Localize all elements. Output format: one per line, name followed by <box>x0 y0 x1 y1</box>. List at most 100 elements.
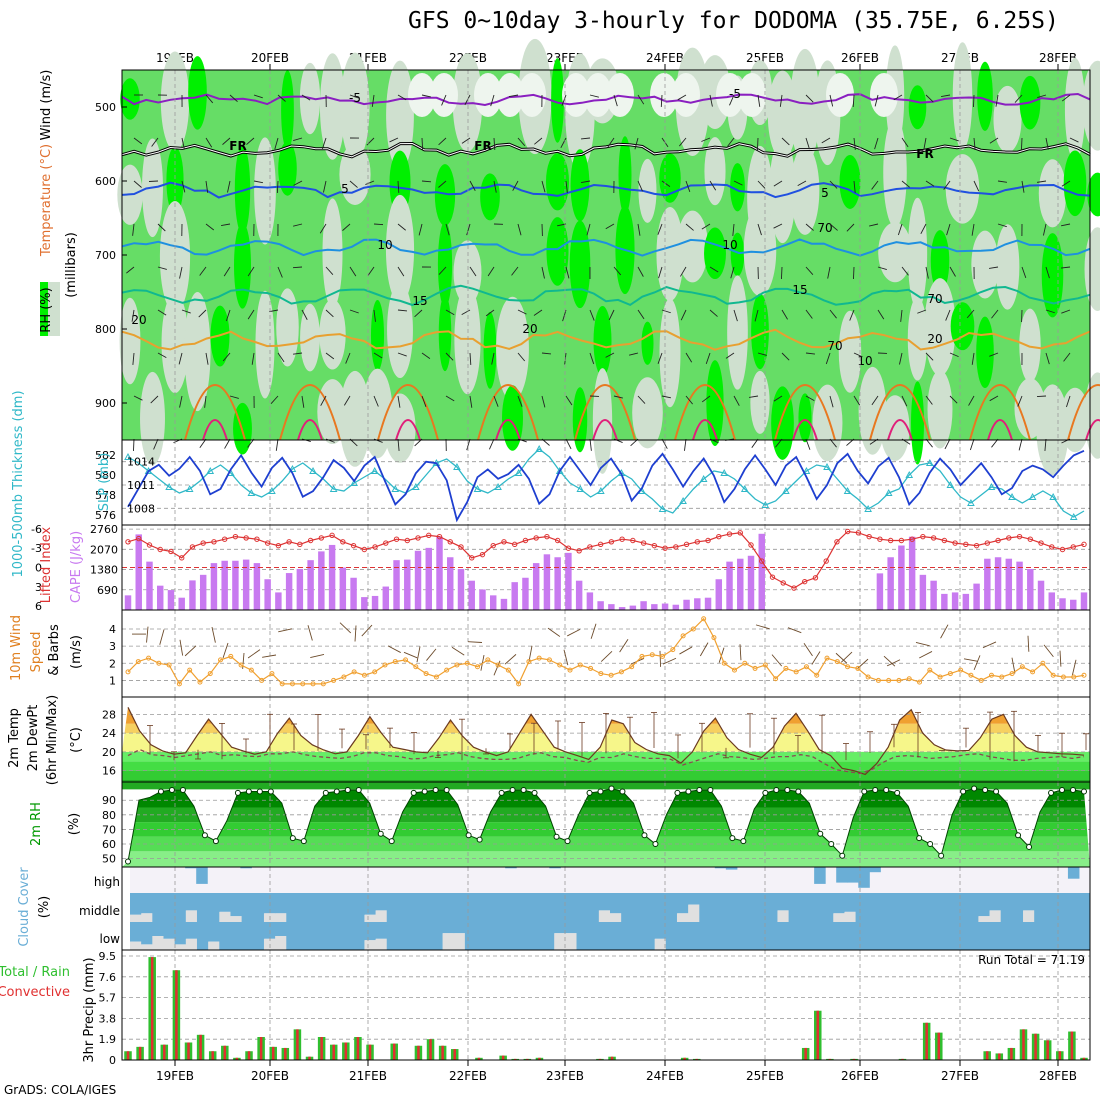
wind-barb <box>367 266 375 277</box>
wind-barb <box>1042 223 1047 236</box>
cape-bar <box>608 604 615 610</box>
date-label-bottom: 21FEB <box>349 1069 387 1083</box>
wind-barb <box>757 223 762 236</box>
cloud-bar-middle <box>1067 893 1080 922</box>
cape-bar <box>737 558 744 610</box>
wind-barb <box>277 266 283 278</box>
wind-barb <box>733 180 743 186</box>
rh-point <box>707 787 714 793</box>
cloud-bar-middle <box>956 893 968 922</box>
rh-moist-region <box>618 136 632 215</box>
rh-dry-region <box>339 370 371 467</box>
rh-point <box>916 835 923 842</box>
rh-point <box>300 838 307 845</box>
wind-speed-point <box>392 659 398 665</box>
wind-speed-point <box>762 662 768 668</box>
rh-point <box>432 787 439 793</box>
wind-barb <box>466 223 471 236</box>
lifted-index-point <box>372 544 378 550</box>
isotherm-30-contour <box>592 419 618 441</box>
wind-barb <box>829 180 838 189</box>
wind-barb <box>541 266 545 279</box>
wind-barb <box>805 438 811 450</box>
wind-barb <box>560 137 567 149</box>
cloud-bar-low <box>297 922 310 950</box>
rh-moist-region <box>569 220 591 309</box>
cloud-bar-low <box>364 922 377 941</box>
cloud-bar-middle <box>643 893 656 922</box>
cloud-bar-low <box>397 922 410 950</box>
precip-convective-bar <box>150 957 154 1060</box>
contour-label: 15 <box>412 294 427 308</box>
wind-barb <box>445 395 455 402</box>
cloud-bar-low <box>1011 922 1024 950</box>
cloud-gap-middle <box>978 916 991 922</box>
wind-barb <box>301 309 308 320</box>
lifted-index-tick: -6 <box>31 523 42 536</box>
cloud-bar-low <box>833 922 845 950</box>
wind-barb <box>205 137 213 148</box>
wind-speed-point <box>1040 660 1046 666</box>
wind-barb <box>946 223 951 236</box>
thickness-point <box>782 486 790 494</box>
cloud-bar-middle <box>509 893 522 922</box>
cape-bar <box>919 574 927 610</box>
wind-barb <box>589 352 595 365</box>
precip-convective-bar <box>138 1046 142 1060</box>
cloud-bar-middle <box>576 893 589 922</box>
wind-barb <box>445 309 455 316</box>
legend-convective: Convective <box>0 985 70 1000</box>
cloud-bar-middle <box>1034 893 1046 922</box>
wind-barb-10m <box>361 624 373 637</box>
slp-line <box>127 449 1085 523</box>
wind-barb <box>325 309 334 318</box>
isotherm-30-contour <box>887 419 913 441</box>
wind-barb <box>325 352 335 360</box>
cloud-bar-low <box>319 922 332 950</box>
isotherm-30-contour <box>495 419 521 441</box>
wind-speed-point <box>331 677 337 683</box>
cloud-bar-low <box>978 922 991 950</box>
date-label-bottom: 19FEB <box>156 1069 194 1083</box>
cloud-bar-low <box>777 922 790 950</box>
rh-point <box>234 789 241 796</box>
wind-barb <box>989 352 999 357</box>
wind-speed-point <box>218 657 224 663</box>
rh-tick: 60 <box>102 838 116 851</box>
cloud-gap-middle <box>676 913 689 922</box>
wind-barb <box>605 352 615 358</box>
wind-barb <box>349 180 358 188</box>
rh-moist-region <box>730 163 745 212</box>
thickness-tick: 580 <box>95 469 116 482</box>
wind-barb-10m <box>504 654 517 665</box>
wind-barb <box>178 352 183 365</box>
cape-bar <box>489 595 497 610</box>
rh-point <box>861 788 868 795</box>
cloud-bar-middle <box>587 893 600 922</box>
lifted-index-point <box>995 537 1001 544</box>
lifted-index-point <box>1059 546 1066 553</box>
cloud-bar-middle <box>877 893 890 922</box>
thickness-point <box>473 484 482 492</box>
wind-speed-point <box>845 664 851 670</box>
wind-barb <box>925 180 935 187</box>
wind-barb <box>637 309 645 320</box>
wind-barb <box>397 309 408 312</box>
rh-point <box>245 788 252 795</box>
cloud-bar-middle <box>822 893 834 922</box>
date-label-top: 24FEB <box>646 51 684 65</box>
cloud-bar-middle <box>621 893 633 922</box>
wind-barb <box>1061 309 1071 314</box>
lifted-index-point <box>1081 541 1087 548</box>
ylabel-temp-units: (°C) <box>69 727 84 753</box>
wind-barb <box>581 180 591 184</box>
wind-barb <box>757 180 766 189</box>
wind-barb <box>466 438 471 451</box>
ylabel-thickness: 1000-500mb Thickness (dm) <box>11 390 26 577</box>
wind-barb <box>853 352 863 358</box>
precip-convective-bar <box>998 1053 1001 1060</box>
wind-barb <box>995 94 999 107</box>
precip-convective-bar <box>804 1047 807 1060</box>
wind-barb <box>729 94 735 106</box>
contour-label: 10 <box>377 238 392 252</box>
